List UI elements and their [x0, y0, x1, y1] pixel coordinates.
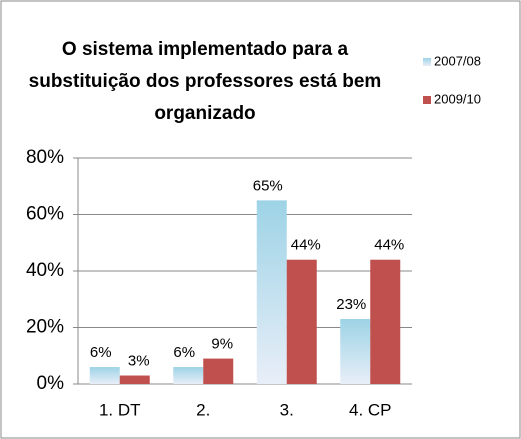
value-label: 44% [374, 237, 404, 254]
legend-label: 2009/10 [434, 91, 481, 106]
x-tick-label: 3. [280, 400, 294, 419]
bar [286, 259, 317, 384]
value-label: 9% [211, 336, 233, 353]
bar [173, 367, 204, 384]
chart-title: organizado [154, 103, 255, 124]
bar [203, 358, 234, 384]
bar [119, 375, 150, 384]
y-tick-label: 20% [26, 317, 64, 338]
y-tick-label: 40% [26, 260, 64, 281]
bar [370, 259, 401, 384]
x-tick-label: 4. CP [349, 400, 392, 419]
legend-swatch [423, 58, 431, 66]
value-label: 6% [173, 344, 195, 361]
x-tick-label: 2. [196, 400, 210, 419]
value-label: 3% [128, 352, 150, 369]
bar [89, 367, 120, 384]
legend-swatch [423, 96, 431, 104]
value-label: 23% [336, 296, 366, 313]
chart-title: O sistema implementado para a [62, 39, 349, 60]
value-label: 6% [90, 344, 112, 361]
chart-title: substituição dos professores está bem [29, 71, 382, 92]
bar [340, 319, 371, 384]
value-label: 65% [253, 177, 283, 194]
y-tick-label: 60% [26, 204, 64, 225]
y-tick-label: 0% [37, 373, 65, 394]
bar [256, 200, 287, 384]
legend-label: 2007/08 [434, 53, 481, 68]
x-tick-label: 1. DT [99, 400, 141, 419]
y-tick-label: 80% [26, 147, 64, 168]
value-label: 44% [291, 237, 321, 254]
